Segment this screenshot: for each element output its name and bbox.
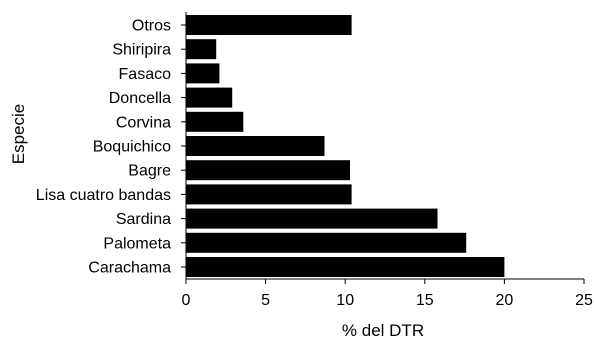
x-tick-label: 10: [336, 292, 354, 309]
category-labels: Carachama Palometa Sardina Lisa cuatro band…: [36, 18, 171, 277]
category-label: Fasaco: [119, 66, 172, 83]
bar: [186, 208, 438, 229]
category-label: Corvina: [116, 114, 171, 131]
bar: [186, 63, 220, 84]
bar: [186, 39, 217, 60]
x-tick-label: 20: [496, 292, 514, 309]
bar: [186, 184, 352, 205]
bars-group: [186, 15, 505, 277]
x-tick-label: 25: [575, 292, 593, 309]
x-axis-title: % del DTR: [342, 321, 424, 340]
bar: [186, 111, 244, 132]
category-label: Sardina: [116, 211, 171, 228]
category-label: Bagre: [128, 163, 171, 180]
category-label: Carachama: [88, 260, 171, 277]
category-label: Otros: [132, 18, 171, 35]
category-label: Doncella: [109, 90, 171, 107]
x-tick-label: 5: [261, 292, 270, 309]
bar: [186, 15, 352, 35]
category-label: Shiripira: [112, 42, 171, 59]
axes-group: [181, 12, 585, 284]
y-axis-title: Especie: [9, 104, 28, 164]
bar: [186, 257, 505, 277]
x-tick-label: 0: [182, 292, 191, 309]
x-tick-labels: 0 5 10 15 20 25: [182, 292, 593, 309]
bar: [186, 160, 350, 181]
x-tick-label: 15: [416, 292, 434, 309]
category-label: Palometa: [103, 235, 171, 252]
category-label: Boquichico: [93, 139, 171, 156]
category-label: Lisa cuatro bandas: [36, 187, 171, 204]
bar: [186, 136, 325, 156]
bar: [186, 232, 467, 253]
bar: [186, 87, 233, 108]
